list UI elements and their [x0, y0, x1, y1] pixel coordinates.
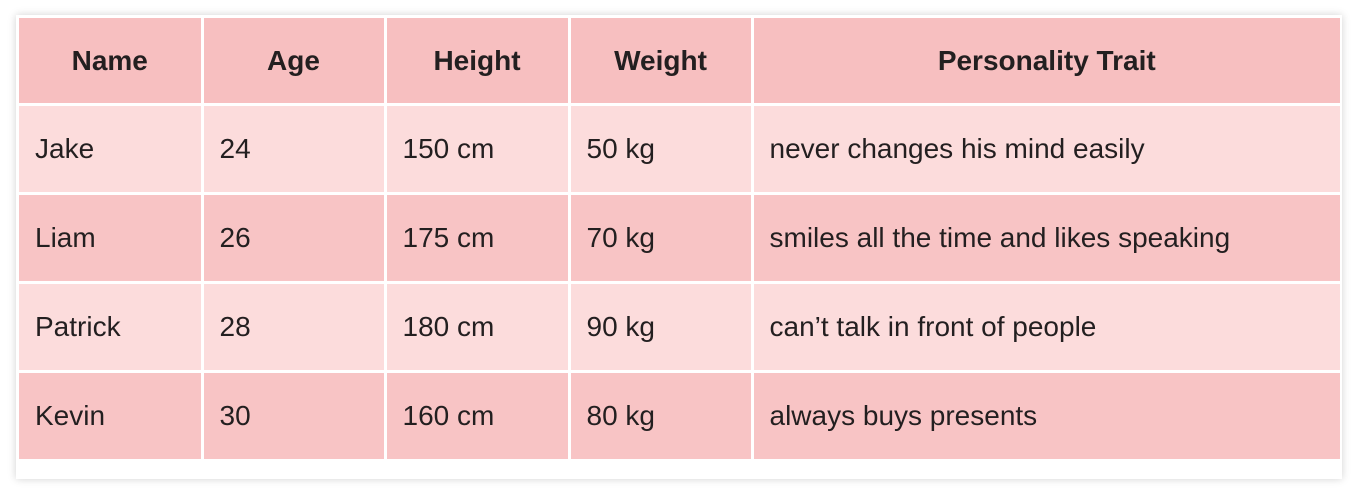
header-age: Age — [200, 18, 387, 106]
cell-weight: 90 kg — [567, 281, 754, 373]
header-personality-trait: Personality Trait — [750, 18, 1340, 106]
header-row: Name Age Height Weight Personality Trait — [19, 18, 1340, 106]
cell-age: 30 — [200, 370, 387, 459]
cell-name: Jake — [19, 103, 204, 195]
cell-name: Liam — [19, 192, 204, 284]
cell-trait: always buys presents — [750, 370, 1340, 459]
cell-height: 150 cm — [383, 103, 571, 195]
cell-age: 24 — [200, 103, 387, 195]
header-name: Name — [19, 18, 204, 106]
cell-height: 160 cm — [383, 370, 571, 459]
header-height: Height — [383, 18, 571, 106]
cell-weight: 50 kg — [567, 103, 754, 195]
cell-trait: smiles all the time and likes speaking — [750, 192, 1340, 284]
cell-weight: 70 kg — [567, 192, 754, 284]
cell-name: Patrick — [19, 281, 204, 373]
table-frame: Name Age Height Weight Personality Trait… — [16, 15, 1342, 479]
cell-age: 26 — [200, 192, 387, 284]
cell-trait: never changes his mind easily — [750, 103, 1340, 195]
table-row: Kevin 30 160 cm 80 kg always buys presen… — [19, 370, 1340, 459]
cell-weight: 80 kg — [567, 370, 754, 459]
cell-height: 180 cm — [383, 281, 571, 373]
cell-height: 175 cm — [383, 192, 571, 284]
table-row: Liam 26 175 cm 70 kg smiles all the time… — [19, 192, 1340, 284]
table-row: Jake 24 150 cm 50 kg never changes his m… — [19, 103, 1340, 195]
cell-trait: can’t talk in front of people — [750, 281, 1340, 373]
cell-age: 28 — [200, 281, 387, 373]
cell-name: Kevin — [19, 370, 204, 459]
character-table: Name Age Height Weight Personality Trait… — [19, 18, 1340, 459]
header-weight: Weight — [567, 18, 754, 106]
table-row: Patrick 28 180 cm 90 kg can’t talk in fr… — [19, 281, 1340, 373]
